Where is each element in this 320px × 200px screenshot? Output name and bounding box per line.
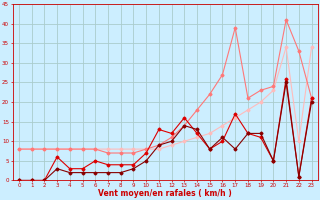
X-axis label: Vent moyen/en rafales ( km/h ): Vent moyen/en rafales ( km/h ): [98, 189, 232, 198]
